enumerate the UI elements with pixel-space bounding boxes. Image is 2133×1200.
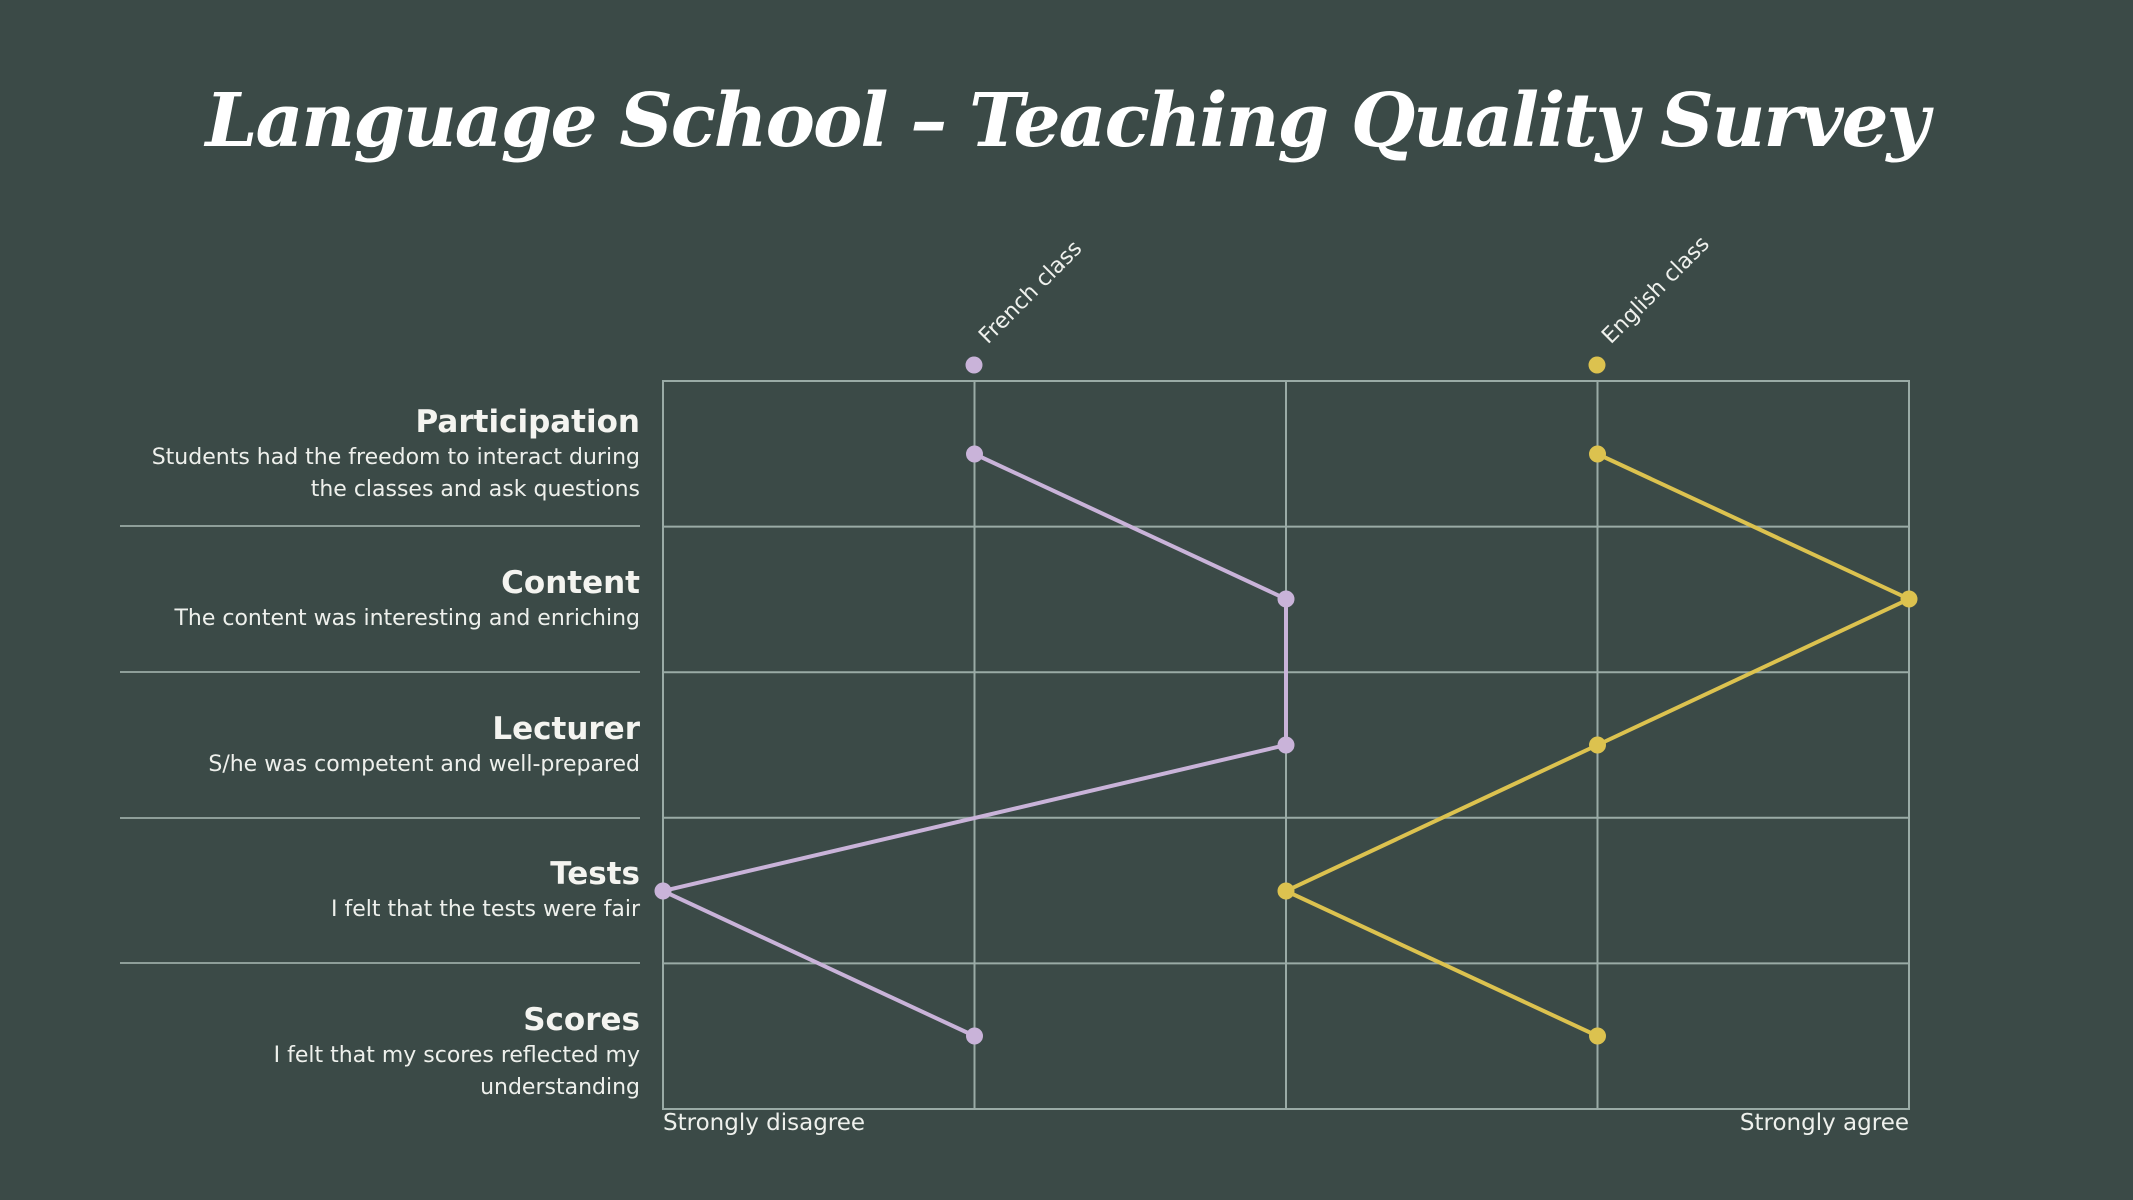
row-divider	[120, 525, 640, 527]
grid	[662, 380, 1910, 1110]
series-english	[1277, 445, 1918, 1045]
axis-max-label: Strongly agree	[1739, 1110, 1909, 1136]
row-label-scores: Scores I felt that my scores reflected m…	[110, 1000, 640, 1104]
row-heading: Tests	[550, 856, 640, 892]
legend-dot-french	[965, 356, 983, 374]
row-description: Students had the freedom to interact dur…	[151, 445, 640, 470]
row-label-participation: Participation Students had the freedom t…	[110, 402, 640, 506]
row-heading: Lecturer	[492, 711, 640, 747]
row-description: S/he was competent and well-prepared	[208, 752, 640, 777]
row-description: The content was interesting and enrichin…	[174, 606, 640, 631]
row-divider	[120, 671, 640, 673]
row-label-content: Content The content was interesting and …	[110, 563, 640, 635]
legend-dot-english	[1588, 356, 1606, 374]
row-heading: Participation	[415, 404, 640, 440]
row-description: I felt that my scores reflected my under…	[273, 1043, 640, 1100]
row-divider	[120, 817, 640, 819]
row-label-tests: Tests I felt that the tests were fair	[110, 854, 640, 926]
row-label-lecturer: Lecturer S/he was competent and well-pre…	[110, 709, 640, 781]
row-description: the classes and ask questions	[310, 477, 640, 502]
row-description: I felt that the tests were fair	[331, 897, 640, 922]
row-heading: Content	[501, 565, 640, 601]
row-heading: Scores	[523, 1002, 640, 1038]
axis-min-label: Strongly disagree	[663, 1110, 866, 1136]
series-french	[654, 445, 1295, 1045]
row-divider	[120, 962, 640, 964]
chart-title: Language School – Teaching Quality Surve…	[205, 78, 1929, 164]
